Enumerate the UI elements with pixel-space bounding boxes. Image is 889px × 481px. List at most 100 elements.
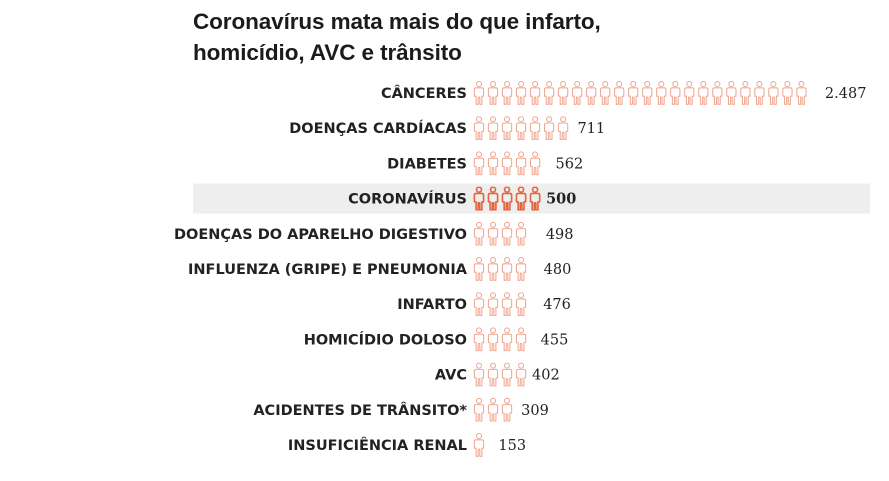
chart-row: DOENÇAS CARDÍACAS 711 bbox=[289, 116, 605, 141]
category-label: ACIDENTES DE TRÂNSITO* bbox=[253, 402, 467, 419]
person-icon bbox=[501, 292, 513, 317]
category-label: HOMICÍDIO DOLOSO bbox=[304, 331, 467, 348]
person-icon bbox=[487, 397, 499, 422]
person-icon bbox=[768, 81, 779, 105]
chart-row: CÂNCERES 2.487 bbox=[381, 81, 867, 105]
person-icon bbox=[473, 221, 485, 246]
chart-row: INSUFICIÊNCIA RENAL 153 bbox=[288, 433, 526, 457]
partial-person-icon bbox=[487, 433, 494, 457]
value-label: 500 bbox=[546, 191, 576, 208]
partial-person-icon bbox=[810, 81, 820, 105]
chart-row: ACIDENTES DE TRÂNSITO* 309 bbox=[253, 397, 549, 422]
person-icon bbox=[487, 257, 499, 281]
person-icon bbox=[473, 116, 485, 141]
person-icon bbox=[543, 81, 555, 105]
person-icon bbox=[543, 116, 555, 141]
partial-person-icon bbox=[529, 327, 536, 352]
person-icon bbox=[515, 151, 527, 176]
person-icon bbox=[796, 81, 807, 105]
value-label: 309 bbox=[521, 403, 549, 419]
value-label: 562 bbox=[556, 156, 584, 172]
person-icon bbox=[628, 81, 639, 105]
person-icon bbox=[656, 81, 667, 105]
value-label: 153 bbox=[498, 438, 526, 454]
value-label: 455 bbox=[541, 332, 569, 348]
person-icon bbox=[487, 116, 499, 141]
category-label: CORONAVÍRUS bbox=[348, 191, 467, 208]
person-icon bbox=[614, 81, 625, 105]
person-icon bbox=[487, 362, 499, 387]
partial-person-icon bbox=[543, 151, 551, 176]
person-icon bbox=[698, 81, 709, 105]
person-icon bbox=[487, 81, 499, 105]
person-icon bbox=[529, 81, 541, 105]
person-icon bbox=[726, 81, 737, 105]
partial-person-icon bbox=[529, 221, 541, 246]
person-icon bbox=[501, 257, 513, 281]
person-icon bbox=[557, 81, 569, 105]
category-label: INFARTO bbox=[397, 297, 467, 313]
person-icon bbox=[473, 397, 485, 422]
person-icon bbox=[515, 116, 527, 141]
person-icon bbox=[670, 81, 681, 105]
person-icon bbox=[473, 292, 485, 317]
person-icon bbox=[501, 362, 513, 387]
category-label: INSUFICIÊNCIA RENAL bbox=[288, 437, 467, 454]
person-icon bbox=[487, 221, 499, 246]
category-label: DOENÇAS CARDÍACAS bbox=[289, 120, 467, 137]
person-icon bbox=[487, 292, 499, 317]
chart-title-line-2: homicídio, AVC e trânsito bbox=[193, 40, 462, 65]
person-icon bbox=[684, 81, 695, 105]
chart-title: Coronavírus mata mais do que infarto, ho… bbox=[193, 6, 853, 68]
person-icon bbox=[740, 81, 751, 105]
person-icon bbox=[515, 327, 527, 352]
person-icon bbox=[586, 81, 597, 105]
person-icon bbox=[473, 433, 485, 457]
person-icon bbox=[529, 151, 541, 176]
chart-row: HOMICÍDIO DOLOSO 455 bbox=[304, 327, 569, 352]
person-icon bbox=[501, 81, 513, 105]
value-label: 402 bbox=[532, 368, 560, 384]
person-icon bbox=[501, 151, 513, 176]
person-icon bbox=[712, 81, 723, 105]
category-label: CÂNCERES bbox=[381, 85, 467, 102]
person-icon bbox=[754, 81, 765, 105]
person-icon bbox=[515, 292, 527, 317]
person-icon bbox=[473, 151, 485, 176]
category-label: DOENÇAS DO APARELHO DIGESTIVO bbox=[174, 227, 467, 243]
person-icon bbox=[529, 116, 541, 141]
chart-title-line-1: Coronavírus mata mais do que infarto, bbox=[193, 9, 601, 34]
person-icon bbox=[501, 221, 513, 246]
person-icon bbox=[473, 81, 485, 105]
value-label: 476 bbox=[543, 297, 571, 313]
person-icon bbox=[515, 221, 527, 246]
partial-person-icon bbox=[529, 257, 539, 281]
person-icon bbox=[642, 81, 653, 105]
category-label: AVC bbox=[435, 368, 467, 384]
person-icon bbox=[473, 257, 485, 281]
category-label: DIABETES bbox=[387, 156, 467, 172]
person-icon bbox=[557, 116, 569, 141]
person-icon bbox=[501, 116, 513, 141]
value-label: 498 bbox=[546, 227, 574, 243]
chart-row: CORONAVÍRUS 500 bbox=[193, 183, 870, 214]
chart-row: AVC 402 bbox=[435, 362, 560, 387]
person-icon bbox=[501, 327, 513, 352]
person-icon bbox=[515, 257, 527, 281]
chart-row: INFLUENZA (GRIPE) E PNEUMONIA 480 bbox=[188, 257, 571, 281]
person-icon bbox=[600, 81, 611, 105]
chart-row: INFARTO 476 bbox=[397, 292, 571, 317]
chart-row: DIABETES 562 bbox=[387, 151, 584, 176]
category-label: INFLUENZA (GRIPE) E PNEUMONIA bbox=[188, 262, 468, 278]
value-label: 711 bbox=[577, 121, 605, 137]
person-icon bbox=[501, 397, 513, 422]
partial-person-icon bbox=[529, 292, 539, 317]
person-icon bbox=[515, 362, 527, 387]
person-icon bbox=[487, 327, 499, 352]
value-label: 2.487 bbox=[825, 86, 867, 102]
person-icon bbox=[515, 81, 527, 105]
person-icon bbox=[473, 327, 485, 352]
person-icon bbox=[487, 151, 499, 176]
person-icon bbox=[572, 81, 583, 105]
